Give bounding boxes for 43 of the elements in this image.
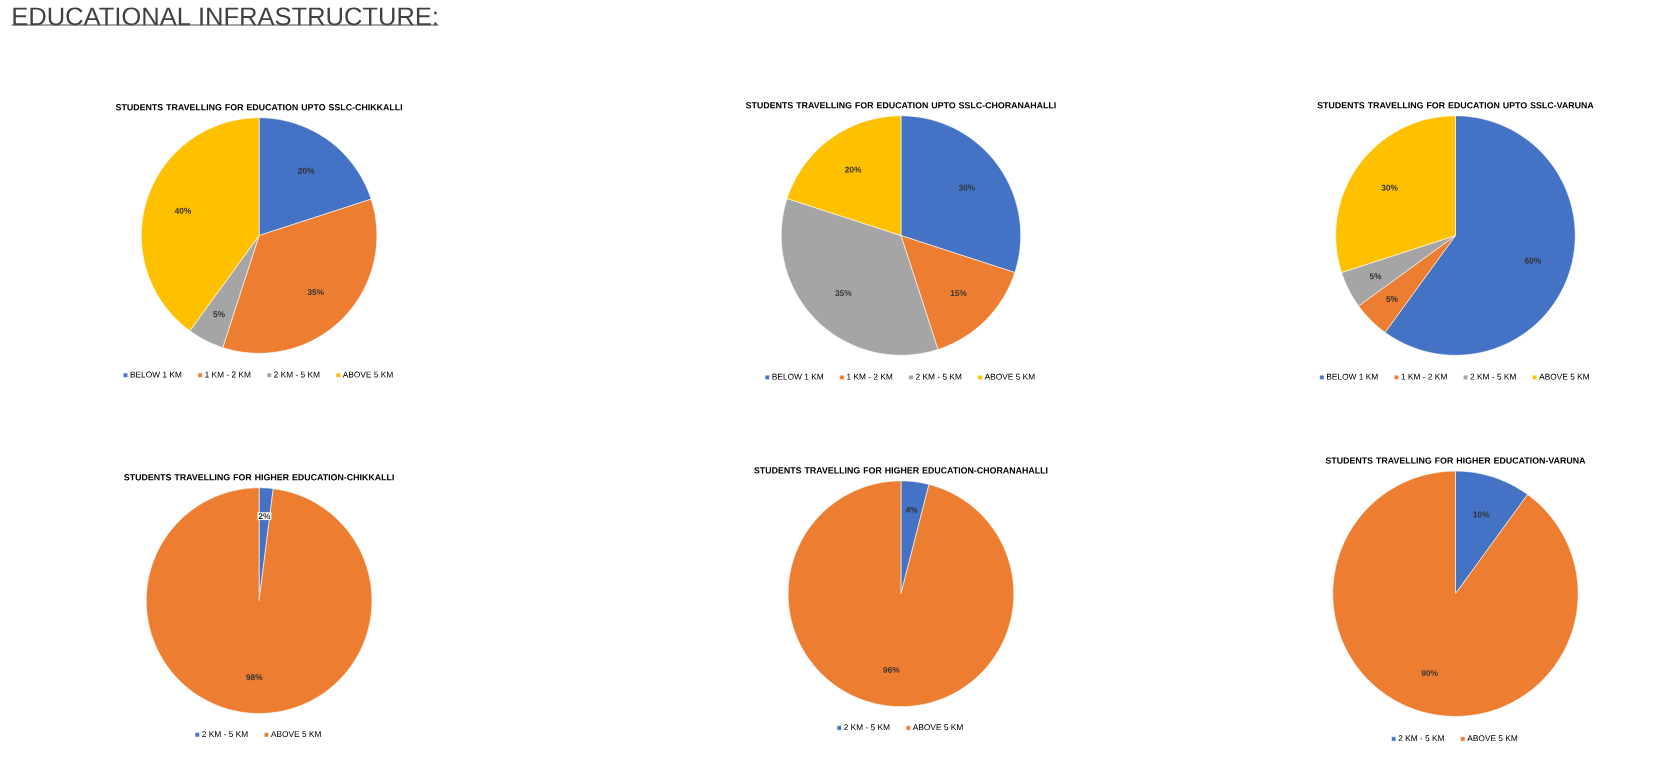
text: EDUCATIONAL INFRASTRUCTURE: <box>13 7 437 26</box>
chart-title: STUDENTS TRAVELLING FOR HIGHER EDUCATION-CHORANAHALLI <box>754 467 1048 474</box>
chart-title: STUDENTS TRAVELLING FOR EDUCATION UPTO SSLC-VARUNA <box>1317 101 1594 109</box>
legend-label: ABOVE 5 KM <box>1467 735 1518 741</box>
legend-label: 2 KM - 5 KM <box>844 724 890 731</box>
data-label: 40% <box>174 207 192 214</box>
chart-title: STUDENTS TRAVELLING FOR HIGHER EDUCATION-CHIKKALLI <box>124 473 394 481</box>
data-label: 20% <box>298 167 315 174</box>
legend-label: 1 KM - 2 KM <box>205 371 251 378</box>
data-label: 10% <box>1473 511 1490 518</box>
data-label: 15% <box>950 289 967 296</box>
data-label: 60% <box>1524 257 1542 264</box>
legend-label: ABOVE 5 KM <box>984 373 1035 380</box>
legend-label: 2 KM - 5 KM <box>1470 373 1516 380</box>
data-label: 4% <box>905 506 918 513</box>
legend-label: BELOW 1 KM <box>130 371 182 378</box>
chart-title: STUDENTS TRAVELLING FOR EDUCATION UPTO SSLC-CHORANAHALLI <box>745 101 1056 109</box>
chart-title: STUDENTS TRAVELLING FOR EDUCATION UPTO SSLC-CHIKKALLI <box>115 103 403 111</box>
legend-label: 1 KM - 2 KM <box>1401 373 1447 380</box>
data-label: 2% <box>258 513 271 519</box>
legend-label: BELOW 1 KM <box>772 373 824 380</box>
legend-label: 2 KM - 5 KM <box>915 373 962 380</box>
legend-label: BELOW 1 KM <box>1327 373 1378 380</box>
data-label: 90% <box>1421 669 1438 676</box>
data-label: 96% <box>883 666 900 673</box>
data-label: 35% <box>307 289 324 295</box>
data-label: 98% <box>246 674 263 680</box>
data-label: 5% <box>1369 273 1382 280</box>
data-label: 5% <box>1386 295 1398 302</box>
data-label: 20% <box>845 166 862 173</box>
data-label: 30% <box>1381 184 1398 191</box>
legend-label: ABOVE 5 KM <box>270 730 321 737</box>
legend-label: ABOVE 5 KM <box>1539 373 1589 380</box>
data-label: 5% <box>213 311 225 317</box>
legend-label: 1 KM - 2 KM <box>847 373 893 380</box>
legend-label: ABOVE 5 KM <box>342 371 393 378</box>
chart-title: STUDENTS TRAVELLING FOR HIGHER EDUCATION-VARUNA <box>1325 457 1586 464</box>
data-label: 30% <box>958 184 975 191</box>
legend-label: 2 KM - 5 KM <box>274 371 320 378</box>
data-label: 35% <box>835 289 852 296</box>
legend-label: 2 KM - 5 KM <box>1398 735 1444 741</box>
legend-label: 2 KM - 5 KM <box>202 730 248 737</box>
legend-label: ABOVE 5 KM <box>912 724 963 731</box>
